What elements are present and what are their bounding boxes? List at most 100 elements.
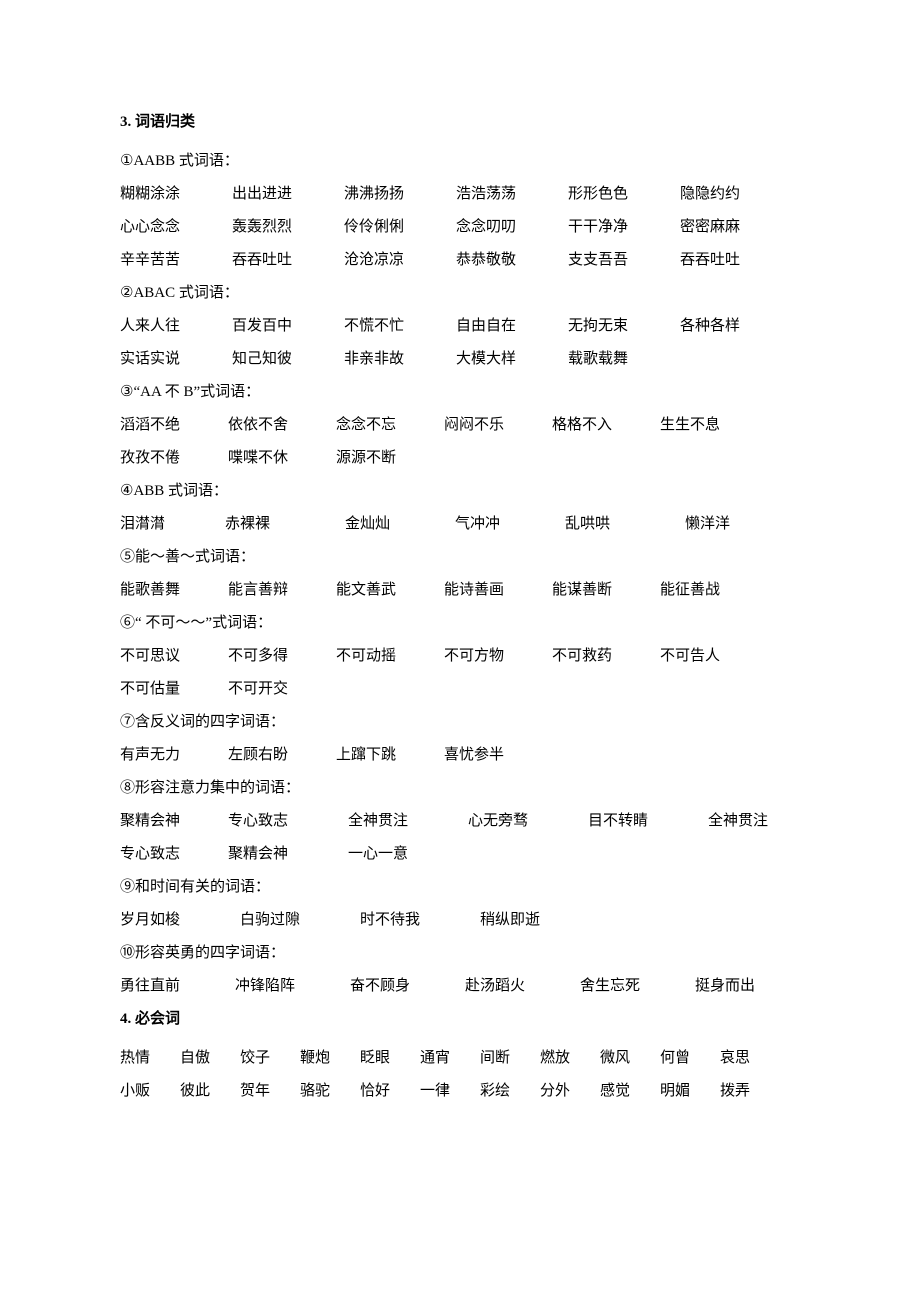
word: 小贩 (120, 1079, 180, 1100)
word: 聚精会神 (120, 809, 228, 830)
word-row: 孜孜不倦 喋喋不休 源源不断 (120, 446, 800, 467)
word: 哀思 (720, 1046, 780, 1067)
word: 能言善辩 (228, 578, 336, 599)
word: 懒洋洋 (685, 512, 730, 533)
word: 不可估量 (120, 677, 228, 698)
word-row: 滔滔不绝 依依不舍 念念不忘 闷闷不乐 格格不入 生生不息 (120, 413, 800, 434)
word: 乱哄哄 (565, 512, 685, 533)
word: 孜孜不倦 (120, 446, 228, 467)
word-row: 勇往直前 冲锋陷阵 奋不顾身 赴汤蹈火 舍生忘死 挺身而出 (120, 974, 800, 995)
word: 格格不入 (552, 413, 660, 434)
word: 自由自在 (456, 314, 568, 335)
word: 饺子 (240, 1046, 300, 1067)
word: 赴汤蹈火 (465, 974, 580, 995)
word: 形形色色 (568, 182, 680, 203)
word: 微风 (600, 1046, 660, 1067)
group-5-label: ⑤能～善～式词语： (120, 545, 800, 566)
word: 心心念念 (120, 215, 232, 236)
word: 能谋善断 (552, 578, 660, 599)
word-row: 实话实说 知己知彼 非亲非故 大模大样 载歌载舞 (120, 347, 800, 368)
word: 吞吞吐吐 (680, 248, 792, 269)
word: 热情 (120, 1046, 180, 1067)
word-row: 心心念念 轰轰烈烈 伶伶俐俐 念念叨叨 干干净净 密密麻麻 (120, 215, 800, 236)
word: 喜忧参半 (444, 743, 552, 764)
word: 全神贯注 (348, 809, 468, 830)
word: 不可动摇 (336, 644, 444, 665)
word: 沧沧凉凉 (344, 248, 456, 269)
word: 隐隐约约 (680, 182, 792, 203)
word: 心无旁骛 (468, 809, 588, 830)
word: 百发百中 (232, 314, 344, 335)
word-row: 专心致志 聚精会神 一心一意 (120, 842, 800, 863)
word: 彼此 (180, 1079, 240, 1100)
word: 一心一意 (348, 842, 408, 863)
section-3-title: 3. 词语归类 (120, 110, 800, 131)
group-6-label: ⑥“ 不可～～”式词语： (120, 611, 800, 632)
group-7-label: ⑦含反义词的四字词语： (120, 710, 800, 731)
word: 不可思议 (120, 644, 228, 665)
word-row: 辛辛苦苦 吞吞吐吐 沧沧凉凉 恭恭敬敬 支支吾吾 吞吞吐吐 (120, 248, 800, 269)
word: 人来人往 (120, 314, 232, 335)
word: 彩绘 (480, 1079, 540, 1100)
word: 源源不断 (336, 446, 444, 467)
word: 非亲非故 (344, 347, 456, 368)
word: 拨弄 (720, 1079, 780, 1100)
word: 念念叨叨 (456, 215, 568, 236)
word-row: 热情 自傲 饺子 鞭炮 眨眼 通宵 间断 燃放 微风 何曾 哀思 (120, 1046, 800, 1067)
word-row: 岁月如梭 白驹过隙 时不待我 稍纵即逝 (120, 908, 800, 929)
word: 浩浩荡荡 (456, 182, 568, 203)
word: 轰轰烈烈 (232, 215, 344, 236)
word: 滔滔不绝 (120, 413, 228, 434)
word: 一律 (420, 1079, 480, 1100)
word: 不可告人 (660, 644, 768, 665)
word: 能歌善舞 (120, 578, 228, 599)
word: 全神贯注 (708, 809, 768, 830)
word: 生生不息 (660, 413, 768, 434)
group-9-label: ⑨和时间有关的词语： (120, 875, 800, 896)
word: 伶伶俐俐 (344, 215, 456, 236)
word: 聚精会神 (228, 842, 348, 863)
word: 恭恭敬敬 (456, 248, 568, 269)
word: 岁月如梭 (120, 908, 240, 929)
word: 闷闷不乐 (444, 413, 552, 434)
word: 冲锋陷阵 (235, 974, 350, 995)
word: 上蹿下跳 (336, 743, 444, 764)
word: 无拘无束 (568, 314, 680, 335)
word-row: 聚精会神 专心致志 全神贯注 心无旁骛 目不转睛 全神贯注 (120, 809, 800, 830)
word-row: 小贩 彼此 贺年 骆驼 恰好 一律 彩绘 分外 感觉 明媚 拨弄 (120, 1079, 800, 1100)
word: 辛辛苦苦 (120, 248, 232, 269)
word: 贺年 (240, 1079, 300, 1100)
word: 能文善武 (336, 578, 444, 599)
word: 专心致志 (120, 842, 228, 863)
word: 吞吞吐吐 (232, 248, 344, 269)
word: 时不待我 (360, 908, 480, 929)
word-row: 不可估量 不可开交 (120, 677, 800, 698)
word-row: 糊糊涂涂 出出进进 沸沸扬扬 浩浩荡荡 形形色色 隐隐约约 (120, 182, 800, 203)
group-2-label: ②ABAC 式词语： (120, 281, 800, 302)
word-row: 泪潸潸 赤裸裸 金灿灿 气冲冲 乱哄哄 懒洋洋 (120, 512, 800, 533)
document-page: 3. 词语归类 ①AABB 式词语： 糊糊涂涂 出出进进 沸沸扬扬 浩浩荡荡 形… (0, 0, 920, 1302)
word: 感觉 (600, 1079, 660, 1100)
word: 干干净净 (568, 215, 680, 236)
word: 不可开交 (228, 677, 336, 698)
word: 舍生忘死 (580, 974, 695, 995)
word: 不慌不忙 (344, 314, 456, 335)
word: 密密麻麻 (680, 215, 792, 236)
word: 支支吾吾 (568, 248, 680, 269)
word: 沸沸扬扬 (344, 182, 456, 203)
group-1-label: ①AABB 式词语： (120, 149, 800, 170)
word: 燃放 (540, 1046, 600, 1067)
word: 目不转睛 (588, 809, 708, 830)
word: 间断 (480, 1046, 540, 1067)
word: 稍纵即逝 (480, 908, 540, 929)
word: 气冲冲 (455, 512, 565, 533)
word: 眨眼 (360, 1046, 420, 1067)
word: 不可方物 (444, 644, 552, 665)
word: 依依不舍 (228, 413, 336, 434)
section-4-title: 4. 必会词 (120, 1007, 800, 1028)
word: 金灿灿 (345, 512, 455, 533)
word: 赤裸裸 (225, 512, 345, 533)
word: 白驹过隙 (240, 908, 360, 929)
word: 明媚 (660, 1079, 720, 1100)
word: 分外 (540, 1079, 600, 1100)
